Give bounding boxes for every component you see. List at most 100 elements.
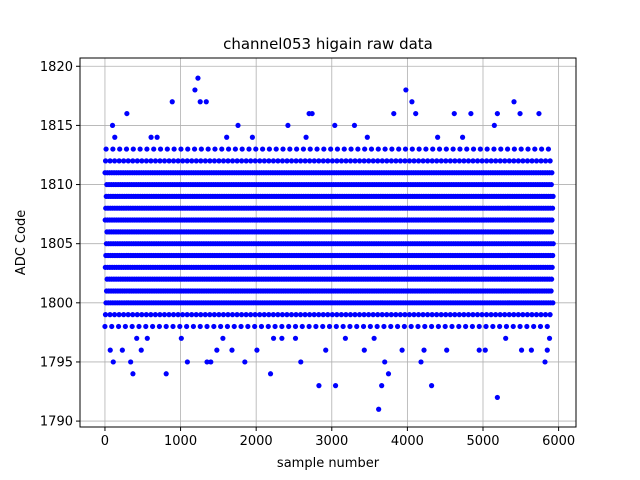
data-point (314, 146, 320, 152)
data-point (549, 276, 555, 282)
data-point (511, 312, 517, 318)
data-point (470, 312, 476, 318)
data-point (549, 170, 555, 176)
data-point (379, 312, 385, 318)
data-point (428, 323, 435, 330)
data-point (211, 158, 218, 164)
data-point (189, 158, 195, 164)
data-point (402, 146, 409, 152)
data-point (332, 122, 338, 129)
data-point (379, 383, 385, 389)
data-point (347, 323, 353, 330)
y-tick-label: 1800 (40, 296, 73, 311)
data-point (461, 312, 467, 318)
data-point (334, 312, 340, 318)
data-point (370, 158, 376, 164)
data-point (444, 347, 450, 353)
data-point (488, 312, 494, 318)
data-point (542, 312, 549, 318)
data-point (185, 146, 191, 152)
data-point (107, 158, 113, 164)
x-tick-label: 6000 (542, 434, 575, 449)
data-point (293, 158, 299, 164)
data-point (476, 323, 482, 330)
data-point (130, 158, 136, 164)
data-point (303, 134, 309, 140)
data-point (385, 371, 392, 377)
data-point (309, 110, 315, 117)
data-point (161, 158, 168, 164)
data-point (536, 110, 542, 117)
data-point (361, 347, 367, 353)
data-point (548, 181, 554, 188)
data-point (334, 146, 341, 152)
x-axis-label: sample number (277, 456, 380, 471)
data-point (242, 359, 248, 365)
data-point (529, 312, 535, 318)
data-point (544, 347, 550, 353)
data-point (420, 312, 426, 318)
data-point (494, 394, 500, 401)
data-point (116, 158, 122, 164)
data-point (456, 158, 463, 164)
data-point (225, 158, 231, 164)
data-point (403, 87, 409, 93)
data-point (292, 323, 299, 330)
data-point (484, 146, 490, 152)
data-point (449, 323, 455, 330)
data-point (311, 158, 317, 164)
data-point (434, 158, 440, 164)
data-point (520, 312, 526, 318)
chart-title: channel053 higain raw data (223, 35, 433, 53)
data-point (252, 312, 258, 318)
data-point (254, 347, 260, 353)
data-point (411, 158, 417, 164)
data-point (362, 146, 368, 152)
data-point (447, 312, 453, 318)
data-point (342, 335, 348, 341)
data-point (338, 158, 345, 164)
data-point (161, 312, 168, 318)
data-point (205, 146, 211, 152)
data-point (408, 323, 414, 330)
data-point (252, 158, 258, 164)
data-point (134, 158, 140, 164)
data-point (139, 158, 145, 164)
data-point (134, 312, 140, 318)
y-tick-label: 1790 (40, 415, 73, 430)
data-point (438, 158, 444, 164)
data-point (442, 323, 448, 330)
data-point (193, 158, 199, 164)
data-point (343, 158, 349, 164)
data-point (279, 323, 285, 330)
data-point (229, 312, 236, 318)
data-point (469, 323, 476, 330)
data-point (266, 146, 272, 152)
y-tick-label: 1810 (40, 178, 73, 193)
data-point (107, 312, 113, 318)
data-point (307, 158, 313, 164)
data-point (138, 347, 144, 353)
data-point (270, 312, 276, 318)
data-point (531, 323, 537, 330)
data-point (511, 99, 517, 105)
data-point (279, 335, 285, 341)
data-point (470, 146, 477, 152)
data-point (422, 323, 428, 330)
data-point (382, 359, 388, 365)
data-point (396, 146, 402, 152)
data-point (537, 323, 544, 330)
data-point (397, 312, 403, 318)
data-point (421, 347, 427, 353)
data-point (252, 323, 258, 330)
data-point (347, 312, 354, 318)
data-point (129, 323, 135, 330)
data-point (130, 146, 136, 152)
data-point (219, 146, 225, 152)
data-point (393, 312, 399, 318)
data-point (224, 323, 231, 330)
data-point (361, 158, 367, 164)
x-axis-ticks: 0 1000 2000 3000 4000 5000 6000 (101, 427, 575, 449)
data-point (510, 323, 516, 330)
data-point (257, 312, 263, 318)
